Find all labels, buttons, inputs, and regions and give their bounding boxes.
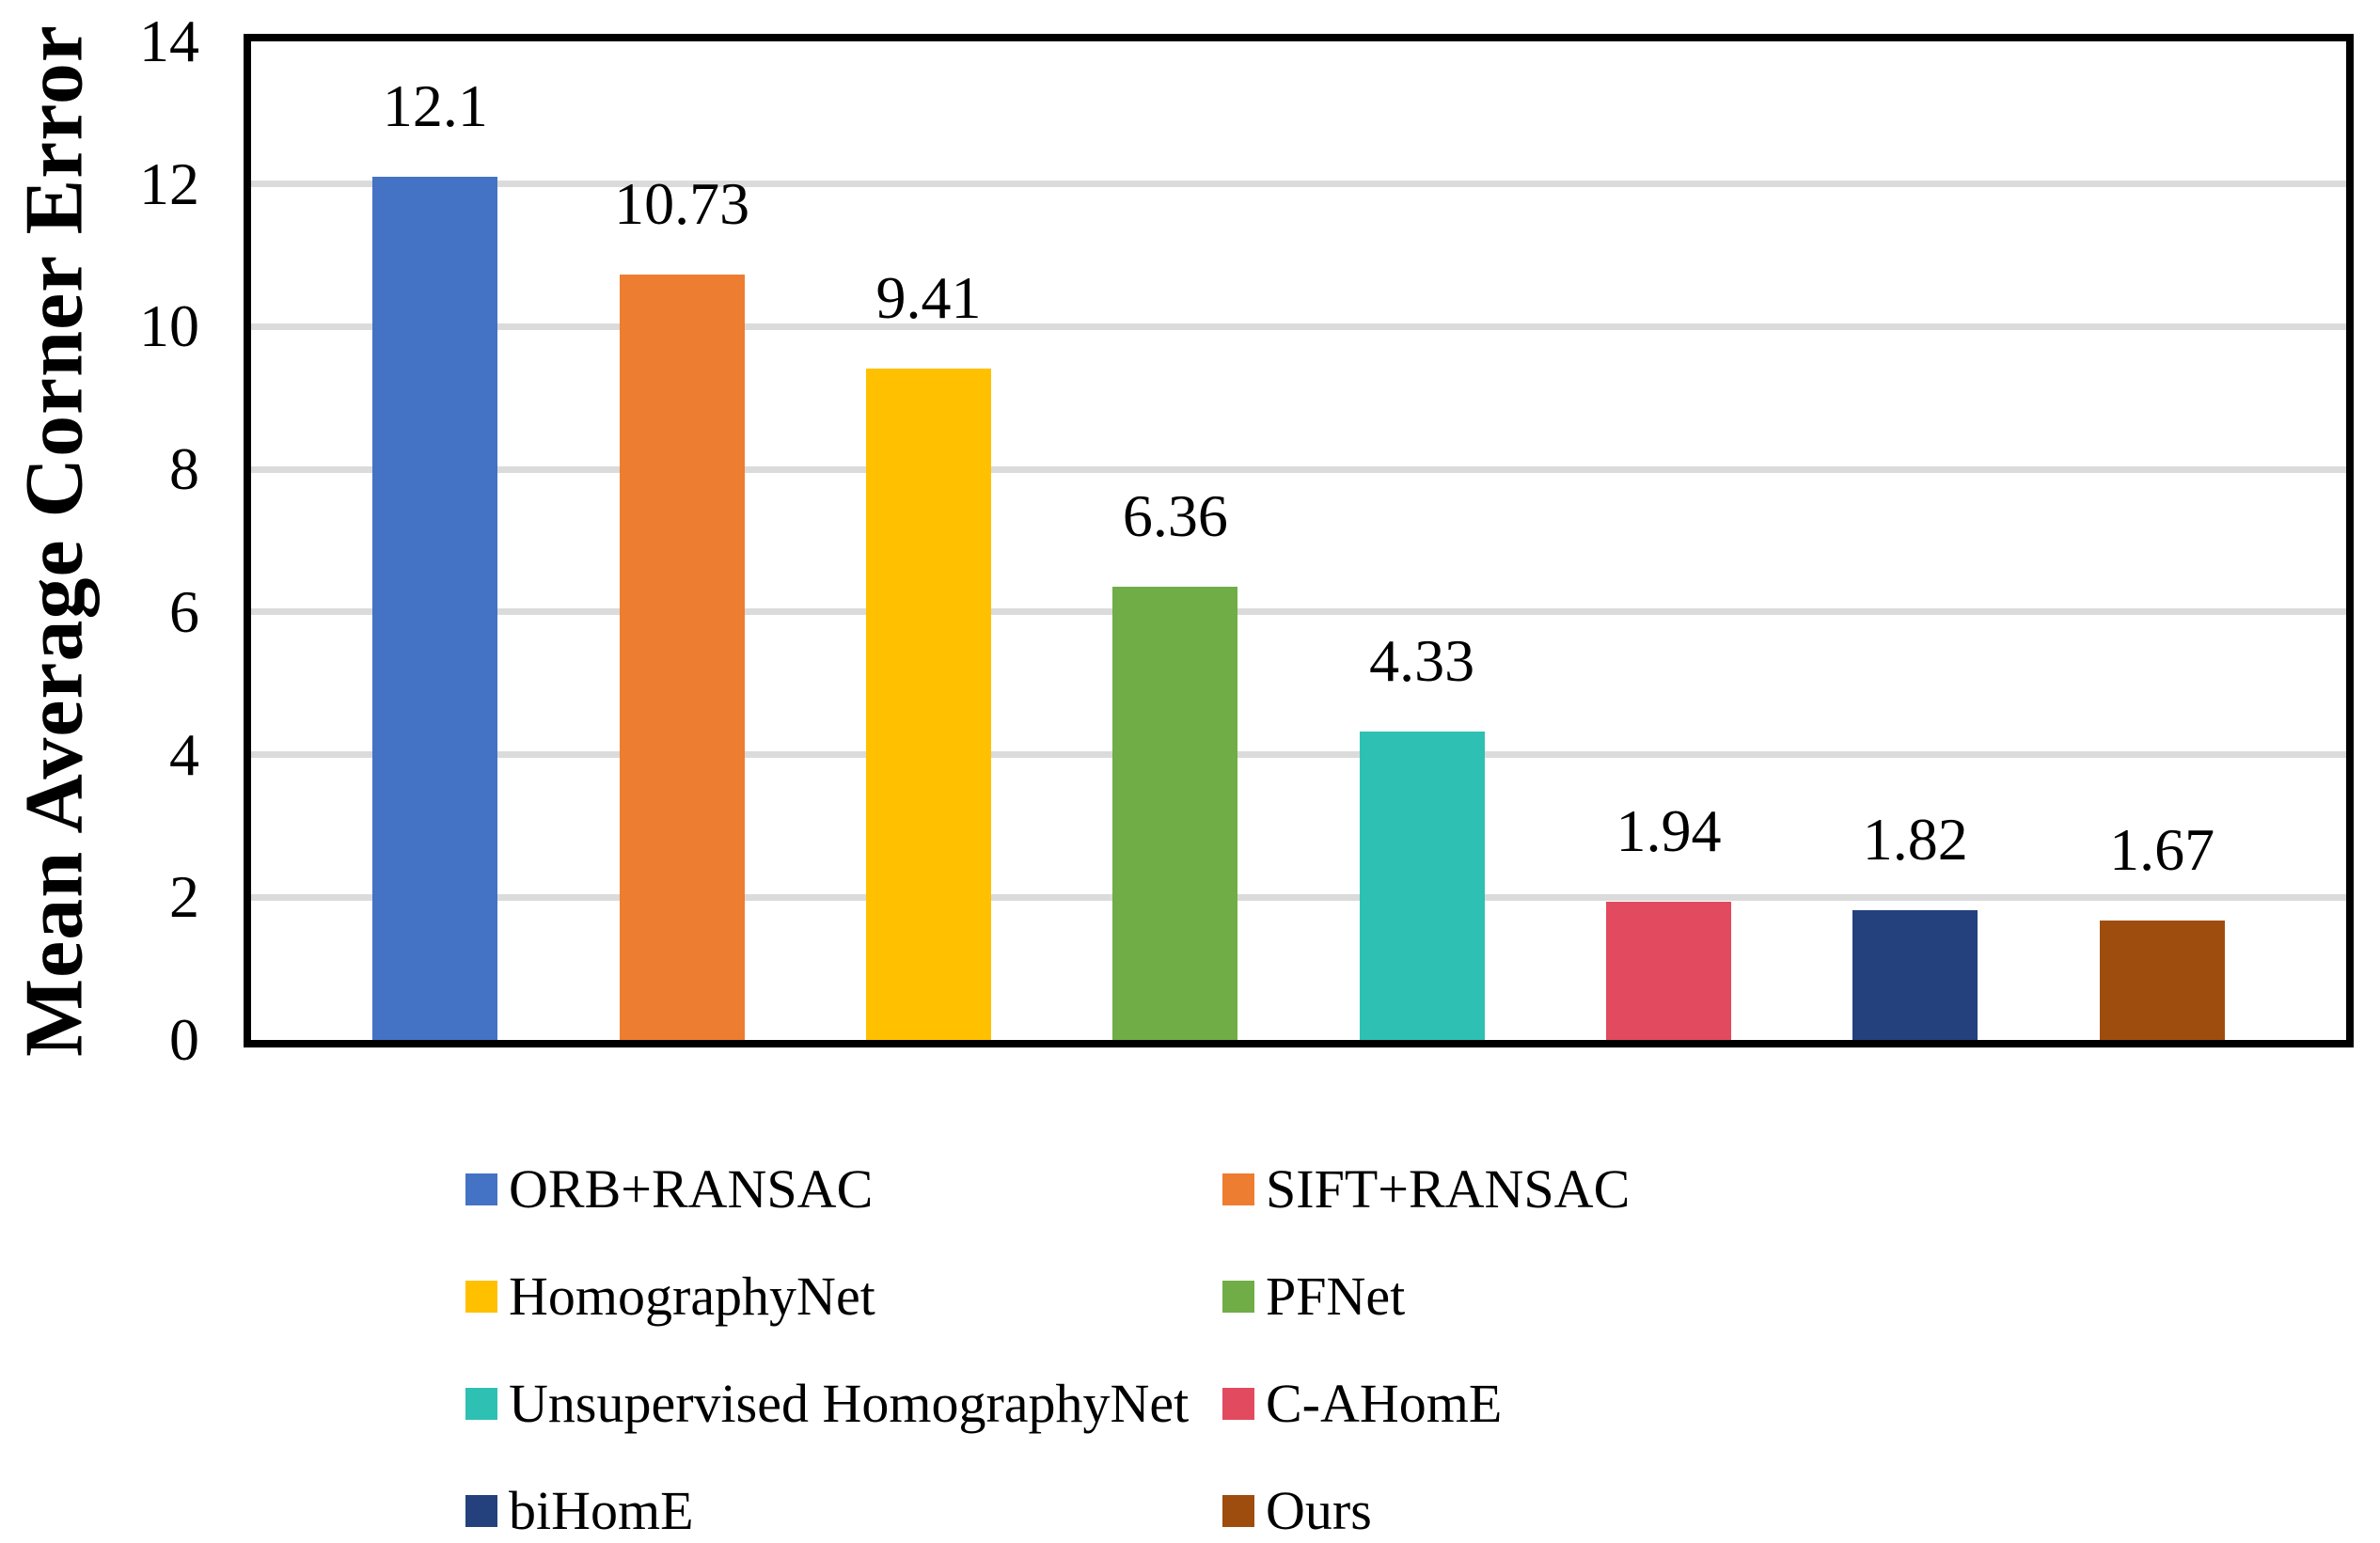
- gridline-4: [251, 751, 2346, 759]
- legend-item-orb-ransac: ORB+RANSAC: [465, 1162, 1222, 1217]
- legend-item-bihome: biHomE: [465, 1484, 1222, 1538]
- legend-item-sift-ransac: SIFT+RANSAC: [1222, 1162, 1630, 1217]
- legend-label: C-AHomE: [1266, 1373, 1503, 1434]
- bar-group-bihome: 1.82: [1852, 41, 1978, 1040]
- legend-label: ORB+RANSAC: [509, 1158, 874, 1220]
- legend-swatch-icon: [1222, 1173, 1254, 1205]
- legend-swatch-icon: [465, 1173, 497, 1205]
- bar-value-label: 1.94: [1616, 796, 1722, 864]
- bar: [1605, 901, 1731, 1040]
- bar-value-label: 6.36: [1122, 481, 1228, 549]
- legend-swatch-icon: [1222, 1281, 1254, 1313]
- bar-group-orb-ransac: 12.1: [372, 41, 498, 1040]
- legend-label: SIFT+RANSAC: [1266, 1158, 1631, 1220]
- bar-value-label: 12.1: [382, 72, 488, 140]
- gridline-6: [251, 608, 2346, 616]
- bar: [372, 177, 498, 1040]
- bar: [1852, 909, 1978, 1040]
- legend-label: Ours: [1266, 1480, 1372, 1541]
- gridline-2: [251, 893, 2346, 901]
- bar-group-unsupervised-homographynet: 4.33: [1359, 41, 1485, 1040]
- y-tick-label-14: 14: [139, 8, 199, 74]
- legend-label: biHomE: [509, 1480, 694, 1541]
- bar-group-homographynet: 9.41: [865, 41, 991, 1040]
- legend-item-unsupervised-homographynet: Unsupervised HomographyNet: [465, 1377, 1222, 1431]
- bar-group-c-ahome: 1.94: [1605, 41, 1731, 1040]
- y-tick-label-4: 4: [169, 720, 199, 788]
- bar-value-label: 1.67: [2109, 816, 2215, 884]
- legend-swatch-icon: [465, 1388, 497, 1420]
- bar-value-label: 9.41: [875, 264, 982, 332]
- bar-value-label: 4.33: [1369, 626, 1475, 694]
- legend-item-ours: Ours: [1222, 1484, 1630, 1538]
- legend-label: Unsupervised HomographyNet: [509, 1373, 1190, 1434]
- bar-value-label: 10.73: [614, 170, 750, 238]
- plot-area: 12.1 10.73 9.41 6.36 4.33 1.94 1.82 1.67: [244, 34, 2354, 1047]
- legend-label: HomographyNet: [509, 1266, 875, 1327]
- legend-swatch-icon: [465, 1281, 497, 1313]
- legend-item-pfnet: PFNet: [1222, 1269, 1630, 1324]
- legend-label: PFNet: [1266, 1266, 1406, 1327]
- y-tick-label-8: 8: [169, 435, 199, 503]
- bar: [2099, 921, 2225, 1040]
- gridline-10: [251, 323, 2346, 330]
- legend-swatch-icon: [1222, 1495, 1254, 1527]
- bars-layer: 12.1 10.73 9.41 6.36 4.33 1.94 1.82 1.67: [251, 41, 2346, 1040]
- y-axis-tick-labels: 0 2 4 6 8 10 12 14: [0, 0, 203, 1543]
- y-tick-label-12: 12: [139, 150, 199, 217]
- bar: [1359, 731, 1485, 1040]
- bar-value-label: 1.82: [1862, 805, 1968, 873]
- y-tick-label-0: 0: [169, 1006, 199, 1073]
- gridline-12: [251, 181, 2346, 188]
- y-tick-label-10: 10: [139, 292, 199, 360]
- bar: [619, 275, 745, 1040]
- legend-item-c-ahome: C-AHomE: [1222, 1377, 1630, 1431]
- y-tick-label-2: 2: [169, 863, 199, 931]
- y-tick-label-6: 6: [169, 577, 199, 645]
- bar: [1112, 586, 1238, 1040]
- bar-group-pfnet: 6.36: [1112, 41, 1238, 1040]
- gridline-8: [251, 465, 2346, 473]
- legend-swatch-icon: [1222, 1388, 1254, 1420]
- bar-group-sift-ransac: 10.73: [614, 41, 749, 1040]
- bar-group-ours: 1.67: [2099, 41, 2225, 1040]
- legend: ORB+RANSAC SIFT+RANSAC HomographyNet PFNet U…: [465, 1162, 1630, 1538]
- legend-item-homographynet: HomographyNet: [465, 1269, 1222, 1324]
- bar: [865, 369, 991, 1040]
- legend-swatch-icon: [465, 1495, 497, 1527]
